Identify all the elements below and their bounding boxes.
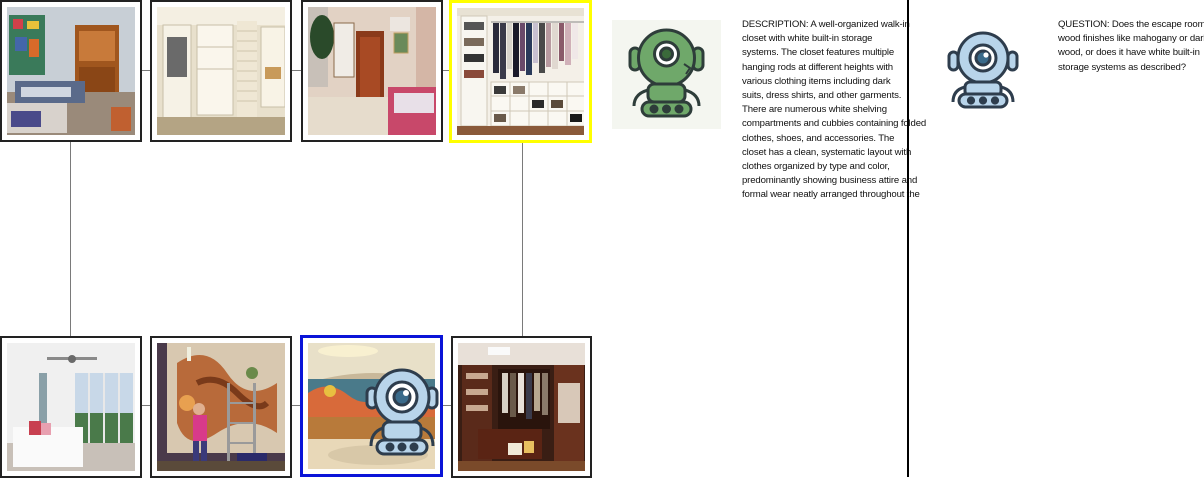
room-tile-closet-white-shelves[interactable]	[150, 0, 292, 142]
room-tile-mural-painter[interactable]	[150, 336, 292, 478]
question-text: QUESTION: Does the escape room have wood…	[1058, 19, 1204, 73]
room-tile-dark-wood-closet[interactable]	[451, 336, 592, 478]
connector-line	[443, 405, 451, 406]
room-tile-bedroom-messy[interactable]	[0, 0, 142, 142]
room-photo	[458, 343, 585, 471]
room-photo	[7, 343, 135, 471]
connector-line	[443, 70, 451, 71]
describer-robot-icon	[612, 20, 721, 129]
connector-line	[292, 405, 302, 406]
room-photo	[308, 7, 436, 135]
room-tile-lobby-agent-position[interactable]	[300, 335, 443, 477]
connector-line	[70, 141, 71, 338]
agent-robot-icon	[363, 362, 440, 456]
room-tile-walk-in-closet-current[interactable]	[449, 0, 592, 143]
room-photo	[157, 343, 285, 471]
connector-line	[141, 405, 151, 406]
room-tile-bedroom-armoire[interactable]	[301, 0, 443, 142]
panel-divider	[907, 0, 909, 477]
connector-line	[292, 70, 302, 71]
room-photo	[157, 7, 285, 135]
connector-line	[141, 70, 151, 71]
room-photo	[457, 8, 584, 135]
room-tile-bedroom-bright[interactable]	[0, 336, 142, 478]
asker-robot-icon	[945, 30, 1021, 110]
connector-line	[522, 142, 523, 338]
room-photo	[7, 7, 135, 135]
description-text: DESCRIPTION: A well-organized walk-in cl…	[742, 19, 927, 201]
